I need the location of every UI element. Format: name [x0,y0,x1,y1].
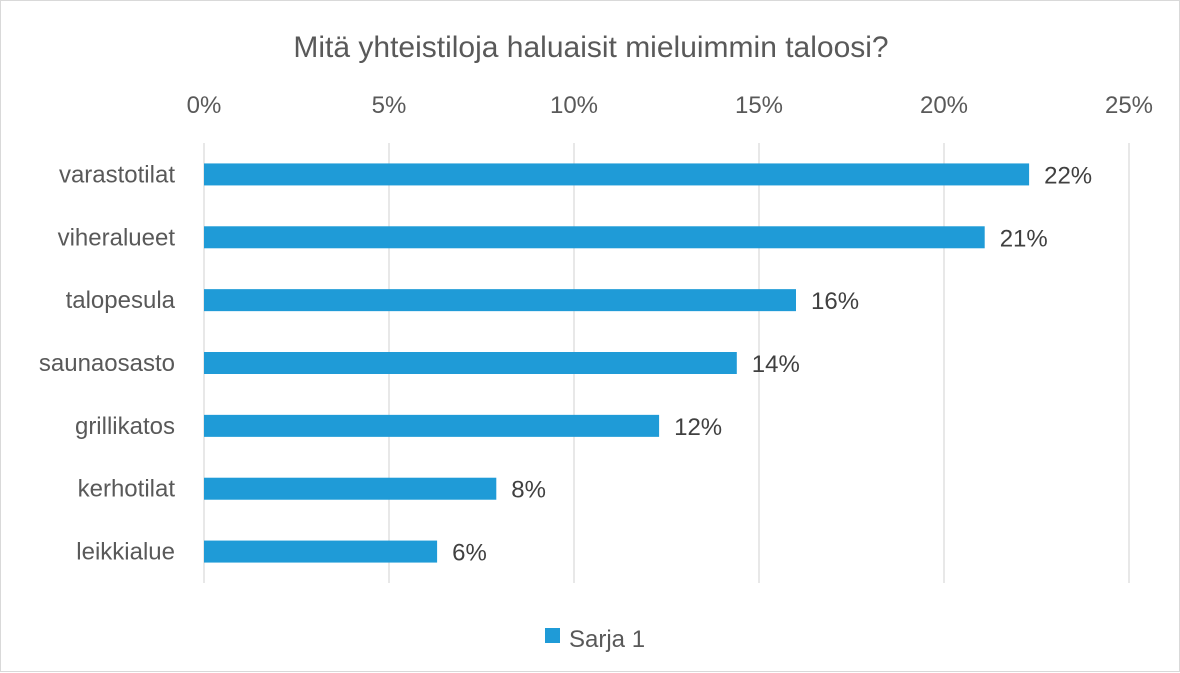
data-labels: 22% 21% 16% 14% 12% 8% 6% [452,162,1092,566]
category-label: viheralueet [58,224,176,251]
data-label: 12% [674,414,722,441]
legend-swatch [545,628,560,643]
data-label: 8% [511,477,546,504]
category-label: grillikatos [75,413,175,440]
x-tick-label: 10% [550,92,598,119]
legend-label: Sarja 1 [569,626,645,653]
x-axis-ticks: 0% 5% 10% 15% 20% 25% [187,92,1153,119]
data-label: 22% [1044,162,1092,189]
data-label: 14% [752,351,800,378]
bar [204,352,737,374]
bar [204,163,1030,186]
data-label: 16% [811,288,859,315]
bar [204,289,796,312]
bar [204,414,660,437]
x-tick-label: 0% [187,92,222,119]
x-tick-label: 20% [920,92,968,119]
bar [204,540,438,563]
category-labels: varastotilat viheralueet talopesula saunaos… [39,161,176,565]
x-tick-label: 5% [372,92,407,119]
category-label: talopesula [66,287,176,314]
data-label: 6% [452,540,487,567]
category-label: leikkialue [76,539,175,566]
x-tick-label: 15% [735,92,783,119]
bars [204,163,1030,563]
x-tick-label: 25% [1105,92,1153,119]
bar [204,477,497,500]
category-label: varastotilat [59,161,175,188]
data-label: 21% [1000,225,1048,252]
category-label: kerhotilat [78,476,176,503]
category-label: saunaosasto [39,350,175,377]
chart-title: Mitä yhteistiloja haluaisit mieluimmin t… [293,31,888,64]
legend: Sarja 1 [545,626,645,653]
bar [204,226,985,249]
